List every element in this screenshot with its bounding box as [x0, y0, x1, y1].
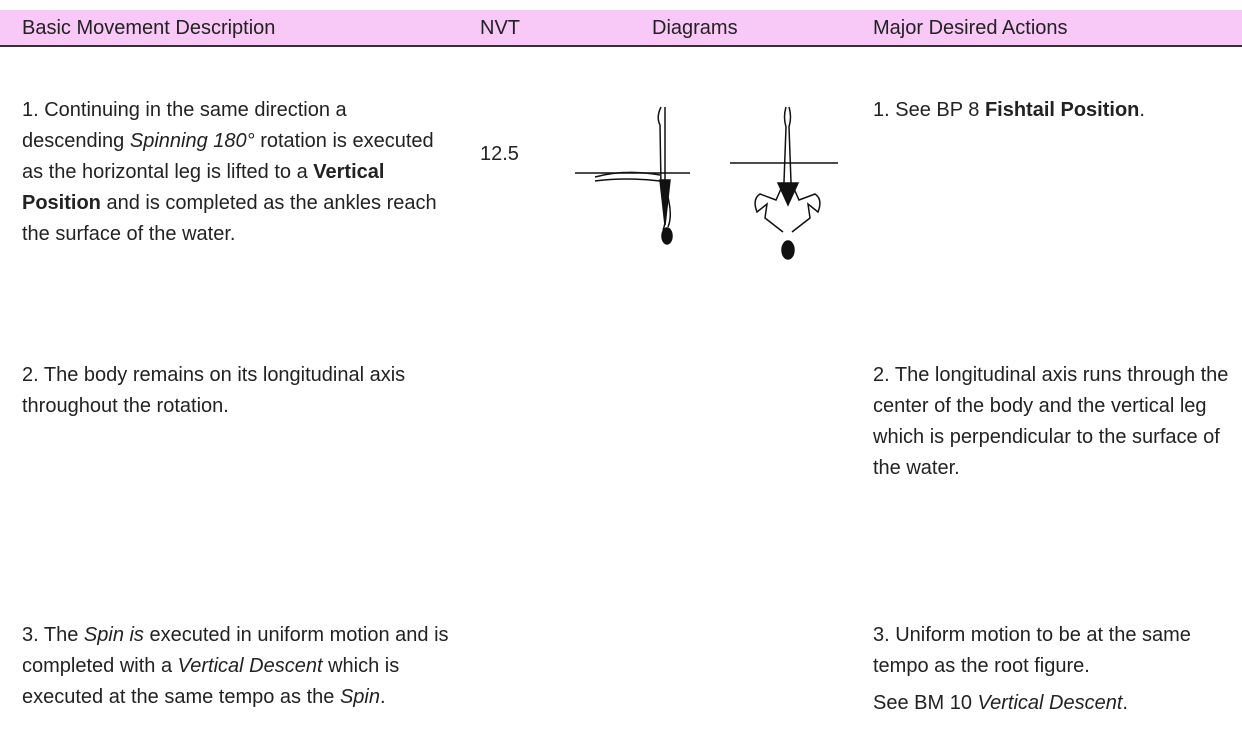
text: 3. The	[22, 624, 84, 646]
text: 1. Continuing in the same direction a de…	[22, 99, 347, 152]
figure-suit	[776, 182, 800, 207]
description: 2. The body remains on its longitudinal …	[22, 360, 452, 422]
figure	[594, 171, 661, 182]
diagram	[575, 106, 838, 260]
emphasis: Vertical Position	[22, 161, 385, 214]
figure-head	[661, 227, 673, 245]
text: 3. Uniform motion to be at the same temp…	[873, 624, 1191, 677]
table-header: Basic Movement Description NVT Diagrams …	[0, 10, 1242, 47]
actions: 3. Uniform motion to be at the same temp…	[873, 620, 1238, 725]
text: 2. The body remains on its longitudinal …	[22, 364, 406, 417]
text: .	[1122, 692, 1128, 714]
text: 1. See BP 8	[873, 99, 985, 121]
emphasis: Vertical Descent	[177, 655, 323, 677]
text: 2. The longitudinal axis runs through th…	[873, 364, 1229, 479]
figure-suit	[659, 179, 671, 226]
text: which is executed at the same tempo as t…	[22, 655, 400, 708]
figure	[754, 106, 787, 233]
description: 1. Continuing in the same direction a de…	[22, 95, 452, 250]
figure	[788, 106, 821, 233]
header-cell: Basic Movement Description	[22, 17, 276, 39]
nvt: 12.5	[480, 143, 519, 165]
description: 3. The Spin is executed in uniform motio…	[22, 620, 452, 713]
emphasis: Spin is	[83, 624, 144, 646]
text: See BM 10	[873, 692, 978, 714]
text: executed in uniform motion and is comple…	[22, 624, 449, 677]
action-paragraph: 1. See BP 8 Fishtail Position.	[873, 95, 1238, 126]
action-paragraph: 2. The longitudinal axis runs through th…	[873, 360, 1238, 484]
figure	[664, 107, 672, 228]
text: .	[1139, 99, 1145, 121]
header-cell: NVT	[480, 17, 520, 39]
text: and is completed as the ankles reach the…	[22, 192, 437, 245]
emphasis: Fishtail Position	[984, 99, 1140, 121]
header-cell: Major Desired Actions	[873, 17, 1068, 39]
text: rotation is executed as the horizontal l…	[22, 130, 434, 183]
emphasis: Vertical Descent	[977, 692, 1123, 714]
emphasis: Spin	[339, 686, 380, 708]
action-paragraph: See BM 10 Vertical Descent.	[873, 688, 1238, 719]
emphasis: Spinning 180°	[129, 130, 255, 152]
figure-head	[781, 240, 795, 260]
text: .	[380, 686, 386, 708]
actions: 2. The longitudinal axis runs through th…	[873, 360, 1238, 490]
header-cell: Diagrams	[652, 17, 738, 39]
actions: 1. See BP 8 Fishtail Position.	[873, 95, 1238, 132]
action-paragraph: 3. Uniform motion to be at the same temp…	[873, 620, 1238, 682]
